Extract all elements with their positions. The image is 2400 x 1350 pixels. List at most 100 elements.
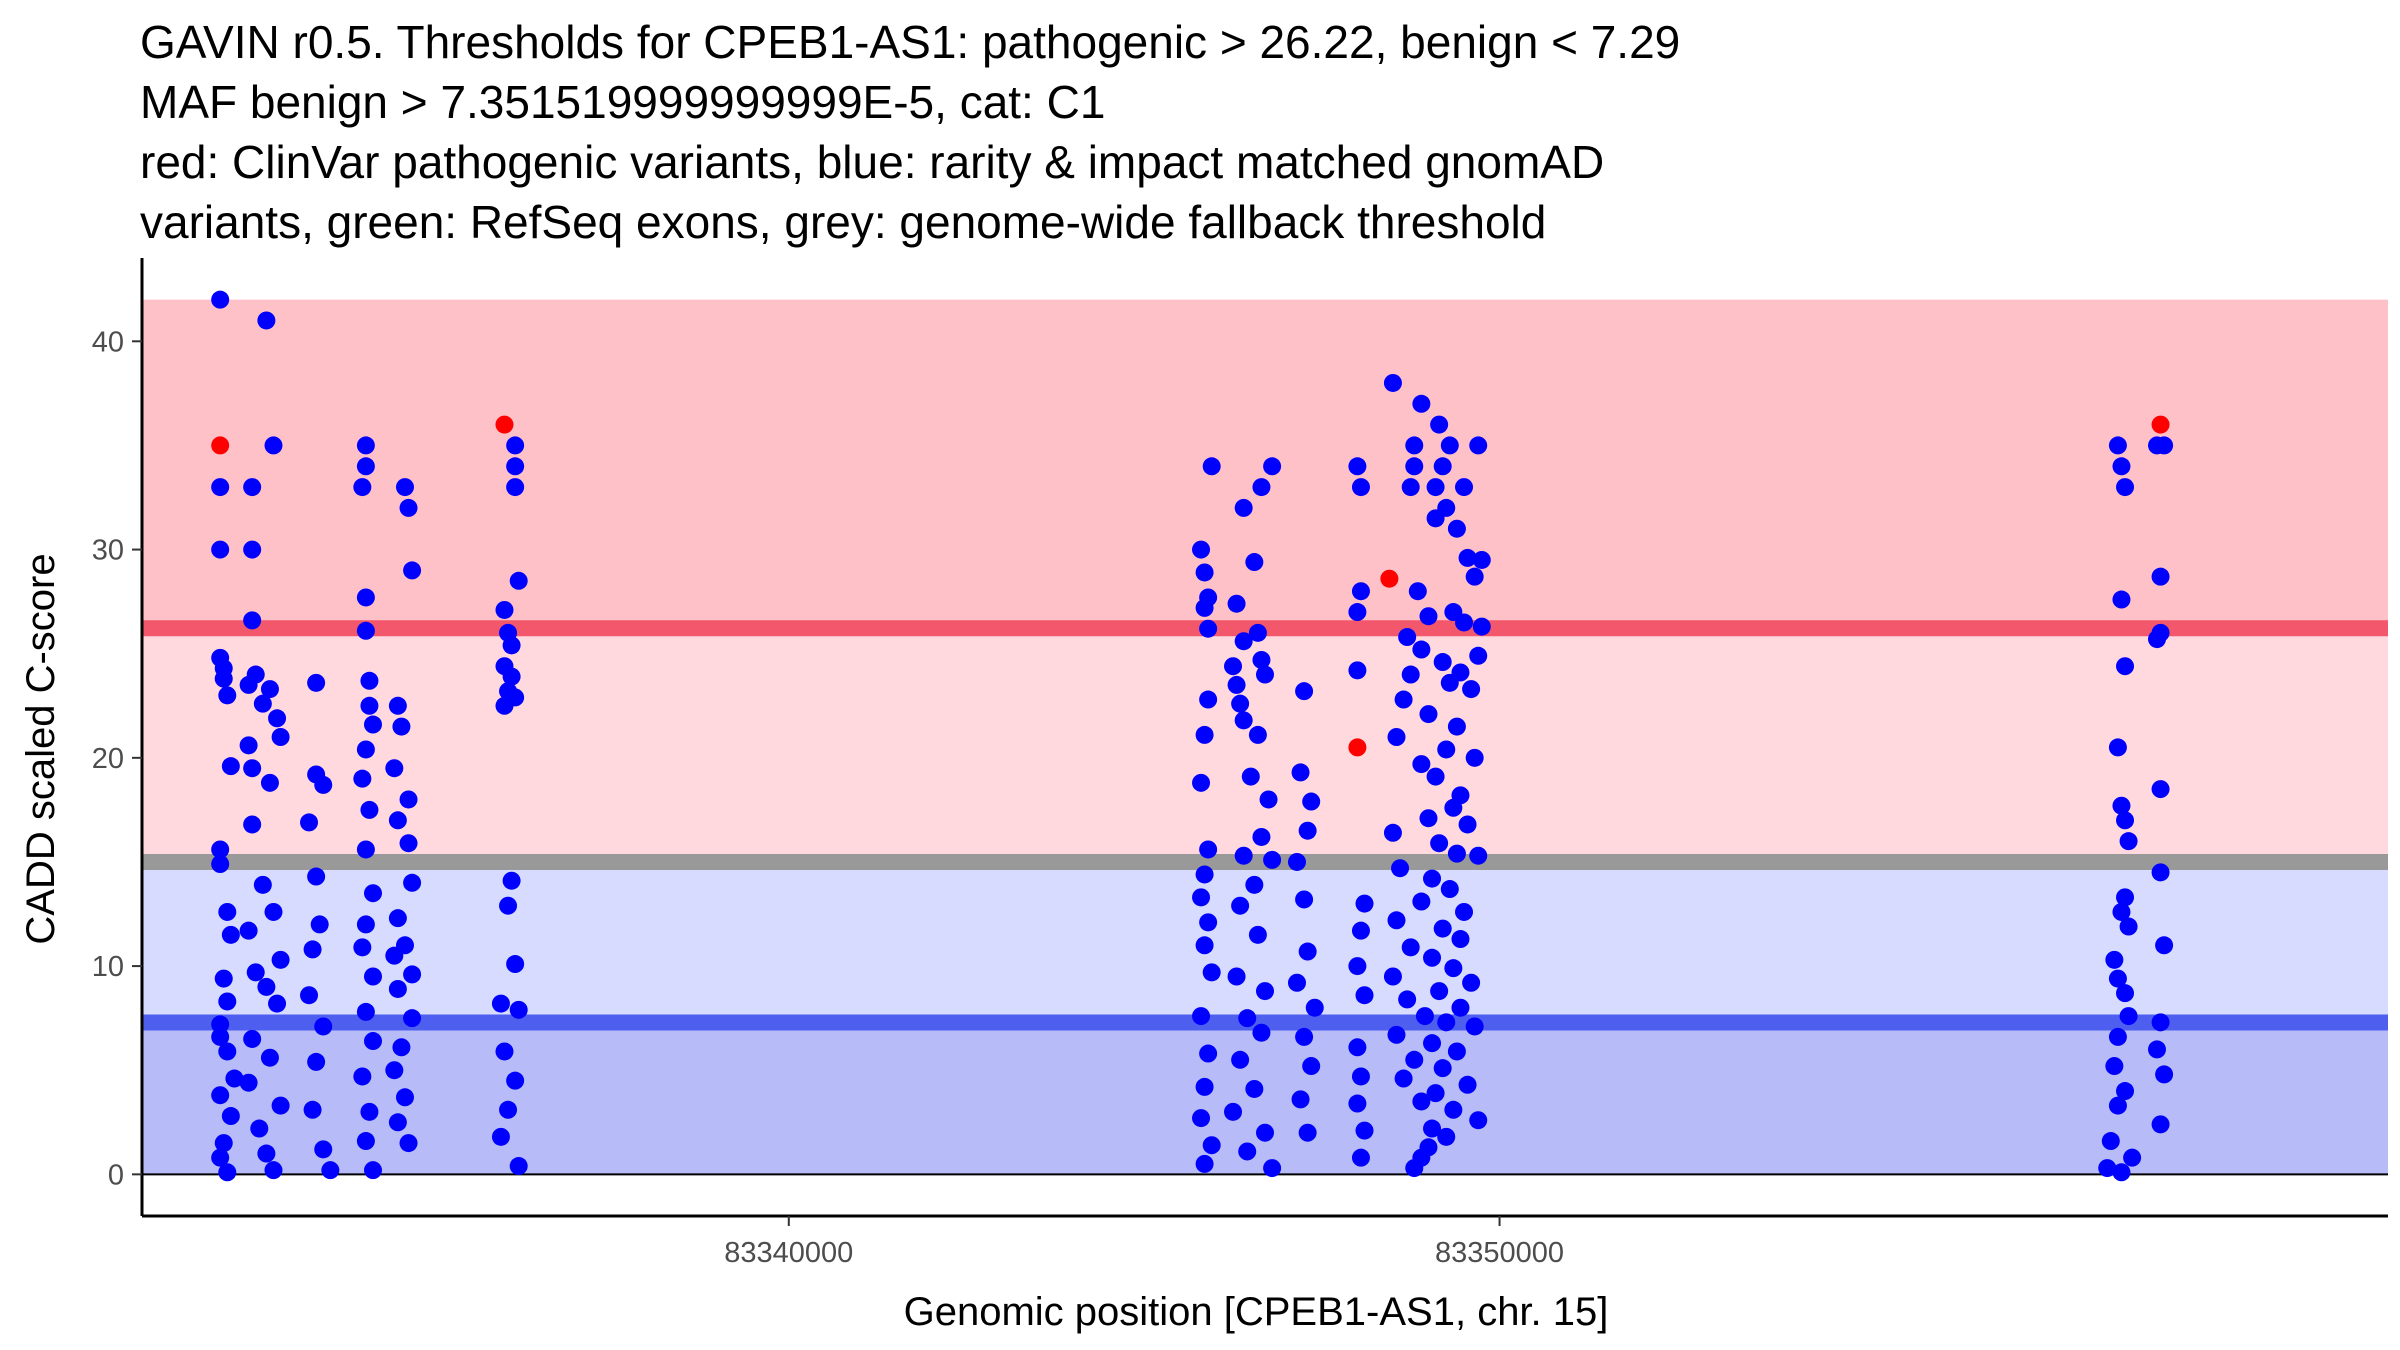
gnomad-variant-point (360, 800, 379, 819)
gnomad-variant-point (506, 457, 525, 476)
gnomad-variant-point (491, 1127, 510, 1146)
gnomad-variant-point (1355, 894, 1374, 913)
gnomad-variant-point (1455, 902, 1474, 921)
title-line-4: variants, green: RefSeq exons, grey: gen… (140, 196, 1546, 248)
gnomad-variant-point (1305, 998, 1324, 1017)
y-tick-label: 30 (92, 535, 124, 567)
gnomad-variant-point (1291, 763, 1310, 782)
gnomad-variant-point (2148, 630, 2167, 649)
gnomad-variant-point (214, 1134, 233, 1153)
gnomad-variant-point (1444, 798, 1463, 817)
gnomad-variant-point (2116, 1082, 2135, 1101)
title-line-2: MAF benign > 7.351519999999999E-5, cat: … (140, 76, 1105, 128)
gnomad-variant-point (502, 871, 521, 890)
gnomad-variant-point (392, 1038, 411, 1057)
gnomad-variant-point (1458, 1075, 1477, 1094)
gnomad-variant-point (1451, 930, 1470, 949)
gnomad-variant-point (385, 759, 404, 778)
gnomad-variant-point (2119, 1007, 2138, 1026)
gnomad-variant-point (1351, 582, 1370, 601)
gnomad-variant-point (1387, 911, 1406, 930)
gnomad-variant-point (1256, 1123, 1274, 1142)
gnomad-variant-point (1447, 717, 1466, 736)
gnomad-variant-point (1405, 436, 1424, 455)
gnomad-variant-point (268, 994, 287, 1013)
gnomad-variant-point (1227, 675, 1246, 694)
gnomad-variant-point (1447, 844, 1466, 863)
gnomad-variant-point (1426, 1084, 1445, 1103)
gnomad-variant-point (502, 667, 521, 686)
gnomad-variant-point (499, 896, 518, 915)
gnomad-variant-point (1412, 1092, 1431, 1111)
gnomad-variant-point (260, 680, 279, 699)
gnomad-variant-point (314, 1017, 333, 1036)
gnomad-variant-point (1415, 1007, 1434, 1026)
gnomad-variant-point (363, 1161, 382, 1180)
gnomad-variant-point (388, 811, 407, 830)
gnomad-variant-point (2116, 657, 2135, 676)
gnomad-variant-point (218, 1042, 237, 1061)
gnomad-variant-point (403, 561, 422, 580)
gnomad-variant-point (243, 611, 262, 630)
gnomad-variant-point (214, 669, 233, 688)
gnomad-variant-point (2112, 1163, 2131, 1182)
gnomad-variant-point (1412, 640, 1431, 659)
gnomad-variant-point (356, 588, 375, 607)
gnomad-variant-point (1231, 896, 1250, 915)
gnomad-variant-point (2112, 457, 2131, 476)
gnomad-variant-point (1469, 436, 1488, 455)
gnomad-variant-point (1199, 1044, 1218, 1063)
gnomad-variant-point (506, 478, 525, 497)
gnomad-variant-point (1472, 550, 1491, 569)
gnomad-variant-point (1383, 967, 1402, 986)
gnomad-variant-point (403, 1009, 422, 1028)
gnomad-variant-point (1444, 959, 1463, 978)
variant-points (211, 290, 2174, 1182)
gnomad-variant-point (264, 436, 283, 455)
gnomad-variant-point (356, 436, 375, 455)
gnomad-variant-point (509, 1000, 528, 1019)
gnomad-variant-point (1224, 657, 1243, 676)
gnomad-variant-point (360, 696, 379, 715)
gnomad-variant-point (1398, 990, 1417, 1009)
gnomad-variant-point (502, 636, 521, 655)
gnomad-variant-point (1202, 963, 1221, 982)
clinvar-pathogenic-point (2151, 415, 2170, 434)
gnomad-variant-point (1469, 646, 1488, 665)
gnomad-variant-point (403, 965, 422, 984)
x-tick-label: 83340000 (724, 1237, 853, 1269)
gnomad-variant-point (1423, 1034, 1442, 1053)
gnomad-variant-point (399, 498, 418, 517)
gnomad-variant-point (1433, 457, 1452, 476)
gnomad-variant-point (239, 1073, 258, 1092)
gnomad-variant-point (1252, 1023, 1271, 1042)
gnomad-variant-point (2151, 780, 2170, 799)
gnomad-variant-point (1437, 1127, 1456, 1146)
gnomad-variant-point (303, 940, 322, 959)
gnomad-variant-point (1469, 846, 1488, 865)
gnomad-variant-point (2112, 796, 2131, 815)
gnomad-variant-point (225, 1069, 244, 1088)
gnomad-variant-point (1401, 478, 1420, 497)
title-line-1: GAVIN r0.5. Thresholds for CPEB1-AS1: pa… (140, 16, 1680, 68)
gnomad-variant-point (506, 955, 525, 974)
gnomad-variant-point (2151, 567, 2170, 586)
gnomad-variant-point (243, 540, 262, 559)
gnomad-variant-point (1444, 1100, 1463, 1119)
gnomad-variant-point (239, 736, 258, 755)
y-tick-label: 20 (92, 743, 124, 775)
y-axis-title: CADD scaled C-score (19, 553, 63, 944)
gnomad-variant-point (1426, 767, 1445, 786)
gnomad-variant-point (1259, 790, 1278, 809)
gnomad-variant-point (1401, 938, 1420, 957)
gnomad-variant-point (1433, 1059, 1452, 1078)
gnomad-variant-point (1447, 519, 1466, 538)
gnomad-variant-point (253, 875, 272, 894)
gnomad-variant-point (1199, 619, 1218, 638)
gnomad-variant-point (2155, 436, 2174, 455)
gnomad-variant-point (509, 1157, 528, 1176)
gnomad-variant-point (221, 925, 240, 944)
gnomad-variant-point (1423, 948, 1442, 967)
gnomad-variant-point (1351, 478, 1370, 497)
gnomad-variant-point (1440, 673, 1459, 692)
